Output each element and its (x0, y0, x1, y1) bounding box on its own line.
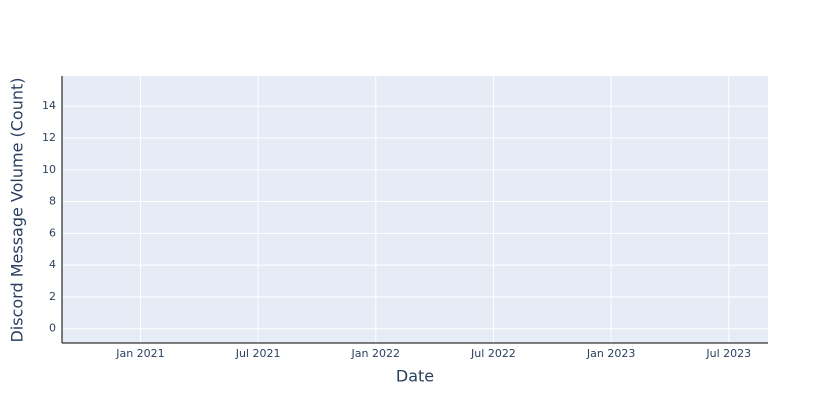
y-tick-label: 4 (49, 258, 56, 271)
x-tick-label: Jul 2022 (470, 347, 516, 360)
x-tick-label: Jan 2021 (115, 347, 164, 360)
x-tick-label: Jul 2021 (235, 347, 281, 360)
y-axis-title: Discord Message Volume (Count) (8, 77, 27, 342)
y-tick-label: 10 (42, 163, 56, 176)
x-axis-title: Date (396, 367, 434, 386)
plot-area (62, 76, 768, 343)
y-tick-label: 6 (49, 226, 56, 239)
x-tick-label: Jan 2023 (586, 347, 635, 360)
y-tick-label: 14 (42, 99, 56, 112)
x-tick-label: Jan 2022 (351, 347, 400, 360)
x-tick-label: Jul 2023 (705, 347, 751, 360)
y-tick-label: 0 (49, 322, 56, 335)
y-tick-label: 12 (42, 131, 56, 144)
y-tick-label: 8 (49, 195, 56, 208)
y-tick-label: 2 (49, 290, 56, 303)
